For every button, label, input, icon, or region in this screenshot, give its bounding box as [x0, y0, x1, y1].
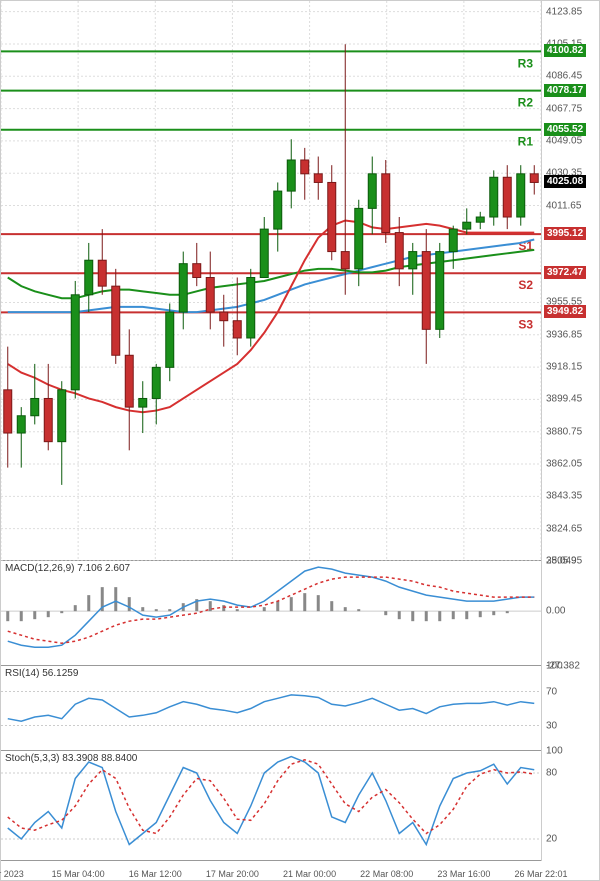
rsi-ytick: 70	[546, 686, 557, 697]
stoch-ytick: 100	[546, 746, 563, 757]
stoch-ytick: 20	[546, 834, 557, 845]
time-xtick: 15 Mar 04:00	[52, 869, 105, 879]
time-xtick: 21 Mar 00:00	[283, 869, 336, 879]
pivot-badge-r3: 4100.82	[544, 44, 586, 57]
time-xtick: 22 Mar 08:00	[360, 869, 413, 879]
price-yaxis: 3805.953824.653843.353862.053880.753899.…	[541, 1, 600, 561]
macd-ytick: 25.049	[546, 556, 577, 567]
price-ytick: 4123.85	[546, 6, 582, 17]
svg-text:S1: S1	[518, 239, 533, 253]
pivot-badge-s1: 3995.12	[544, 227, 586, 240]
time-xtick: 16 Mar 12:00	[129, 869, 182, 879]
time-xaxis: 3 Mar 2023 15 Mar 04:00 16 Mar 12:00 17 Mar…	[1, 861, 600, 881]
time-xtick: 17 Mar 20:00	[206, 869, 259, 879]
pivot-badge-r2: 4078.17	[544, 84, 586, 97]
price-ytick: 4049.05	[546, 135, 582, 146]
price-ytick: 3824.65	[546, 523, 582, 534]
macd-yaxis: -27.3820.0025.049	[541, 561, 600, 666]
stoch-panel[interactable]: Stoch(5,3,3) 83.3908 88.8400	[1, 751, 541, 861]
stoch-label: Stoch(5,3,3) 83.3908 88.8400	[5, 753, 137, 764]
rsi-label: RSI(14) 56.1259	[5, 668, 78, 679]
price-ytick: 3862.05	[546, 459, 582, 470]
price-chart-svg: R3 R2 R1 S1 S2 S3	[1, 1, 541, 561]
current-price-badge: 4025.08	[544, 175, 586, 188]
stoch-ytick: 80	[546, 768, 557, 779]
rsi-panel[interactable]: RSI(14) 56.1259	[1, 666, 541, 751]
time-xtick: 23 Mar 16:00	[437, 869, 490, 879]
price-ytick: 3843.35	[546, 491, 582, 502]
macd-svg	[1, 561, 541, 666]
rsi-ytick: 100	[546, 661, 563, 672]
price-chart-panel[interactable]: R3 R2 R1 S1 S2 S3	[1, 1, 541, 561]
price-ytick: 3936.85	[546, 329, 582, 340]
price-ytick: 4067.75	[546, 103, 582, 114]
price-ytick: 3918.15	[546, 362, 582, 373]
price-ytick: 3899.45	[546, 394, 582, 405]
pivot-badge-r1: 4055.52	[544, 123, 586, 136]
pivot-badge-s3: 3949.82	[544, 305, 586, 318]
price-ytick: 4086.45	[546, 71, 582, 82]
svg-text:S3: S3	[518, 317, 533, 331]
rsi-svg	[1, 666, 541, 751]
stoch-svg	[1, 751, 541, 861]
pivot-badge-s2: 3972.47	[544, 266, 586, 279]
svg-text:R1: R1	[518, 135, 534, 149]
rsi-ytick: 30	[546, 720, 557, 731]
macd-panel[interactable]: MACD(12,26,9) 7.106 2.607	[1, 561, 541, 666]
time-xtick: 3 Mar 2023	[0, 869, 24, 879]
svg-text:R3: R3	[518, 56, 534, 70]
stoch-yaxis: 2080100	[541, 751, 600, 861]
price-ytick: 4011.65	[546, 200, 581, 211]
svg-text:R2: R2	[518, 96, 534, 110]
time-xtick: 26 Mar 22:01	[514, 869, 567, 879]
rsi-yaxis: 3070100	[541, 666, 600, 751]
svg-text:S2: S2	[518, 278, 533, 292]
macd-ytick: 0.00	[546, 606, 565, 617]
trading-chart-container: R3R2R1S1S2S3 3805.953824.653843.353862.0…	[0, 0, 600, 881]
price-ytick: 3880.75	[546, 426, 582, 437]
macd-label: MACD(12,26,9) 7.106 2.607	[5, 563, 130, 574]
